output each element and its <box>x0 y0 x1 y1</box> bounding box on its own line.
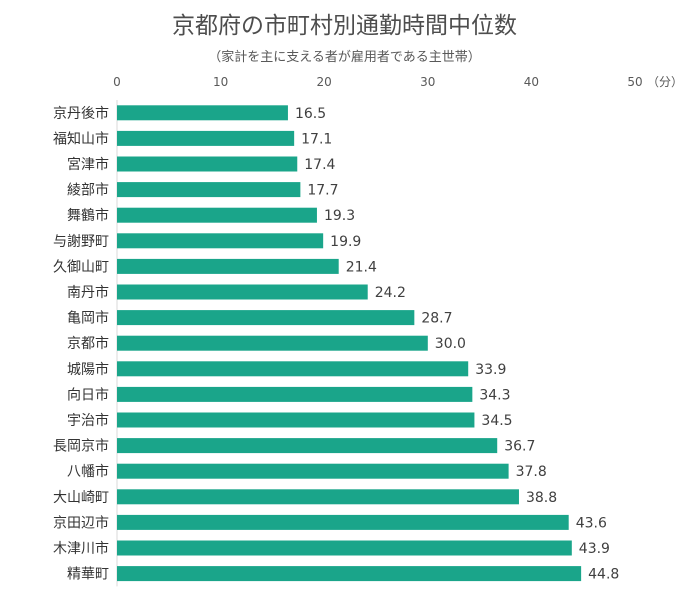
value-label: 37.8 <box>516 464 547 480</box>
category-label: 綾部市 <box>67 182 109 199</box>
value-label: 28.7 <box>421 311 452 327</box>
bar <box>117 258 339 274</box>
category-label: 八幡市 <box>67 463 109 480</box>
value-label: 33.9 <box>475 362 506 378</box>
bar <box>117 361 469 377</box>
value-label: 21.4 <box>346 259 377 275</box>
category-label: 福知山市 <box>53 130 109 147</box>
value-label: 44.8 <box>588 567 619 583</box>
bar <box>117 105 288 121</box>
bar <box>117 310 415 326</box>
bar <box>117 386 473 402</box>
value-label: 17.7 <box>307 183 338 199</box>
x-tick-label: 30 <box>420 75 435 89</box>
category-label: 京田辺市 <box>53 514 109 531</box>
bar <box>117 335 428 351</box>
bar <box>117 438 498 454</box>
category-label: 城陽市 <box>67 361 109 378</box>
bar <box>117 566 582 582</box>
category-label: 久御山町 <box>53 259 109 275</box>
bar <box>117 182 301 198</box>
chart-subtitle: （家計を主に支える者が雇用者である主世帯） <box>208 50 481 65</box>
value-label: 38.8 <box>526 490 557 506</box>
x-tick-label: 0 <box>113 75 121 89</box>
bar <box>117 156 298 172</box>
value-label: 17.4 <box>304 157 335 173</box>
value-label: 30.0 <box>435 336 466 352</box>
bar <box>117 284 368 300</box>
bar <box>117 412 475 428</box>
category-label: 大山崎町 <box>53 490 109 506</box>
bar <box>117 489 519 505</box>
category-label: 宮津市 <box>67 156 109 173</box>
bar <box>117 540 572 556</box>
x-tick-label: 50 <box>627 75 642 89</box>
value-label: 34.3 <box>479 387 510 403</box>
bars <box>117 105 582 582</box>
chart-title: 京都府の市町村別通勤時間中位数 <box>172 13 517 39</box>
x-axis-unit-label: （分） <box>647 75 683 89</box>
category-label: 京都市 <box>67 335 109 352</box>
value-label: 17.1 <box>301 131 332 147</box>
value-label: 19.3 <box>324 208 355 224</box>
category-label: 京丹後市 <box>53 105 109 122</box>
category-label: 宇治市 <box>67 412 109 429</box>
x-tick-label: 10 <box>213 75 228 89</box>
x-axis-ticks: 0 10 20 30 40 50 <box>113 75 642 89</box>
value-label: 43.9 <box>579 541 610 557</box>
category-label: 木津川市 <box>53 540 109 557</box>
bar <box>117 514 569 530</box>
value-label: 16.5 <box>295 106 326 122</box>
value-label: 24.2 <box>375 285 406 301</box>
x-tick-label: 20 <box>317 75 332 89</box>
category-label: 亀岡市 <box>67 310 109 327</box>
category-label: 向日市 <box>67 386 109 403</box>
category-labels: 京丹後市福知山市宮津市綾部市舞鶴市与謝野町久御山町南丹市亀岡市京都市城陽市向日市… <box>53 105 109 583</box>
category-label: 長岡京市 <box>53 438 109 455</box>
bar <box>117 207 317 223</box>
x-tick-label: 40 <box>524 75 539 89</box>
bar <box>117 463 509 479</box>
bar <box>117 233 324 249</box>
value-label: 34.5 <box>481 413 512 429</box>
category-label: 与謝野町 <box>53 234 109 250</box>
value-labels: 16.5 17.1 17.4 17.7 19.3 19.9 21.4 24.2 28.7 30.0… <box>295 106 619 583</box>
category-label: 舞鶴市 <box>67 207 109 224</box>
bar <box>117 130 295 146</box>
value-label: 43.6 <box>576 515 607 531</box>
value-label: 19.9 <box>330 234 361 250</box>
category-label: 南丹市 <box>67 284 109 301</box>
value-label: 36.7 <box>504 439 535 455</box>
category-label: 精華町 <box>67 567 109 583</box>
